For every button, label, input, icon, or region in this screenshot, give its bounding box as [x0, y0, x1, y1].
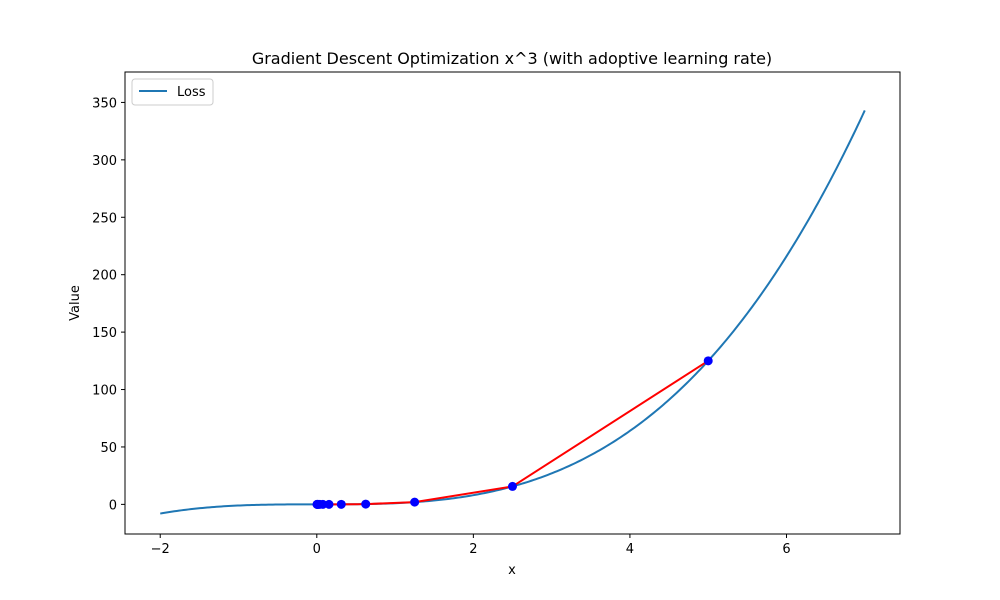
y-tick-label: 150 [92, 326, 117, 341]
y-axis: 0 50 100 150 200 250 300 350 [92, 96, 125, 513]
descent-point [703, 356, 713, 366]
chart-title: Gradient Descent Optimization x^3 (with … [252, 49, 772, 68]
descent-point [361, 499, 371, 509]
descent-point [508, 481, 517, 491]
y-tick-label: 350 [92, 96, 117, 111]
descent-point [336, 499, 346, 509]
legend: Loss [131, 78, 214, 106]
y-tick-label: 200 [92, 269, 117, 284]
y-tick-label: 250 [92, 211, 117, 226]
marker-layer [312, 356, 713, 509]
legend-label-loss: Loss [177, 85, 206, 100]
y-axis-label: Value [68, 285, 83, 321]
plot-frame [124, 71, 901, 535]
y-tick-label: 100 [92, 384, 117, 399]
x-axis: −2 0 2 4 6 [151, 534, 791, 557]
x-axis-label: x [508, 563, 516, 578]
x-tick-label: −2 [151, 542, 170, 557]
x-tick-label: 2 [469, 542, 477, 557]
x-tick-label: 0 [313, 542, 321, 557]
descent-point [312, 499, 322, 509]
plot-area [125, 72, 900, 534]
x-tick-label: 6 [782, 542, 790, 557]
y-tick-label: 300 [92, 154, 117, 169]
descent-point [410, 497, 420, 507]
x-tick-label: 4 [626, 542, 634, 557]
y-tick-label: 50 [100, 441, 117, 456]
legend-box [131, 78, 214, 106]
y-tick-label: 0 [109, 498, 117, 513]
